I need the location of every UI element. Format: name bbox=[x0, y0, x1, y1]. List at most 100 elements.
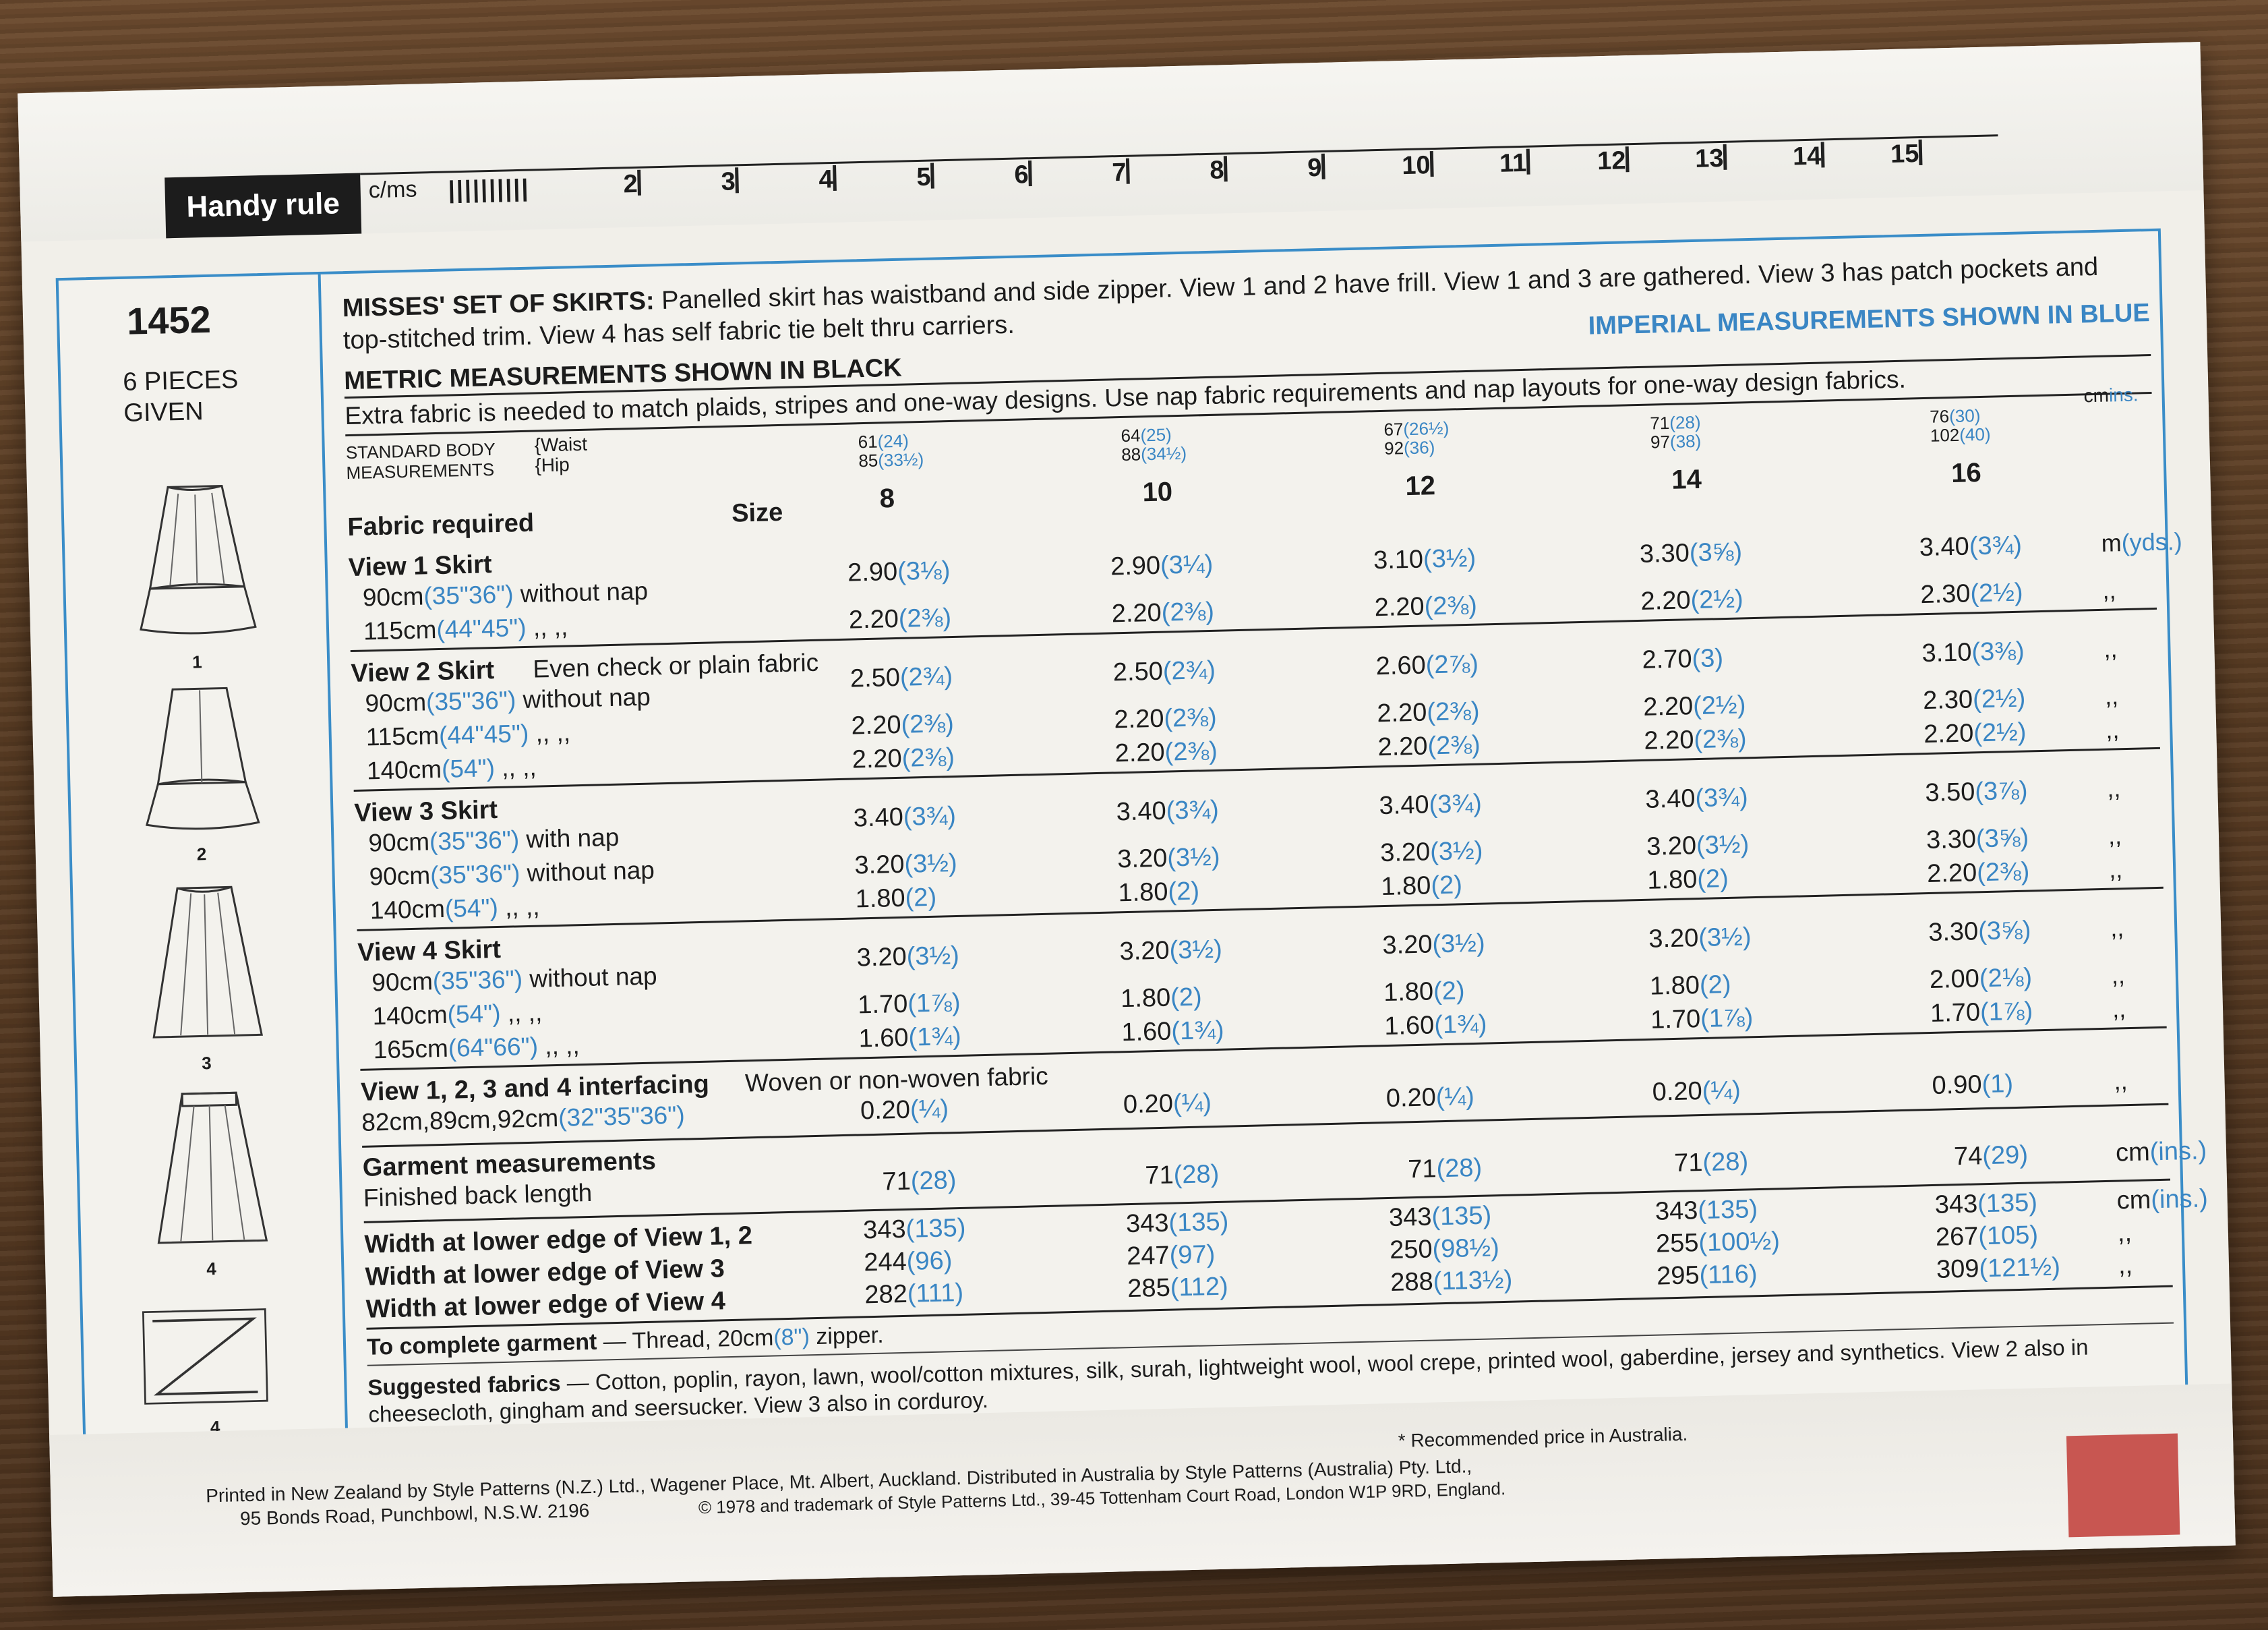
ruler-tick: 11 bbox=[1499, 148, 1527, 178]
lower-edge-value-imperial: (111) bbox=[907, 1278, 964, 1308]
unit-in: (ins.) bbox=[2150, 1184, 2209, 1215]
back-length-value: 71(28) bbox=[1674, 1147, 1749, 1178]
fabric-required-label: Fabric required bbox=[347, 508, 535, 542]
fabric-amount-metric: 3.20 bbox=[1379, 838, 1431, 868]
fabric-amount: 1.80(2) bbox=[855, 883, 936, 914]
fabric-width-in: (44"45") bbox=[436, 613, 527, 644]
hip-value: 88(34½) bbox=[1121, 443, 1187, 465]
fabric-amount: 1.80(2) bbox=[1381, 871, 1462, 902]
fabric-amount: 1.80(2) bbox=[1650, 970, 1731, 1001]
fabric-width-label: 140cm(54") ,, ,, bbox=[369, 893, 540, 925]
fabric-width-in: (54") bbox=[441, 754, 496, 783]
hip-value-imperial: (34½) bbox=[1140, 442, 1187, 465]
fabric-amount-metric: 3.20 bbox=[1119, 936, 1170, 966]
fabric-amount-metric: 1.60 bbox=[1383, 1011, 1435, 1041]
fabric-amount-imperial: (3¾) bbox=[1429, 789, 1483, 819]
unit-label: cm(ins.) bbox=[2116, 1184, 2208, 1215]
ditto-mark: ,, bbox=[2108, 855, 2123, 883]
fabric-amount-metric: 1.80 bbox=[1118, 877, 1169, 908]
fabric-width-in: (35"36") bbox=[429, 859, 520, 890]
fabric-amount-imperial: (3½) bbox=[1698, 923, 1752, 953]
fabric-amount-imperial: (3⅛) bbox=[897, 556, 951, 586]
imperial-note: IMPERIAL MEASUREMENTS SHOWN IN BLUE bbox=[1588, 299, 2151, 341]
fabric-amount-metric: 2.20 bbox=[1923, 719, 1974, 749]
lower-edge-value-imperial: (135) bbox=[1977, 1188, 2038, 1219]
fabric-amount-imperial: (2⅜) bbox=[901, 743, 955, 773]
fabric-amount-imperial: (2) bbox=[905, 883, 937, 912]
fabric-amount-imperial: (2) bbox=[1168, 877, 1200, 906]
fabric-width-cm: 115cm bbox=[365, 721, 440, 751]
interfacing-amount-metric: 0.90 bbox=[1932, 1070, 1983, 1100]
fabric-amount: 2.20(2½) bbox=[1643, 691, 1746, 722]
hip-value-metric: 102 bbox=[1930, 424, 1960, 446]
lower-edge-label: Width at lower edge of View 4 bbox=[365, 1287, 726, 1324]
complete-text-in: (8") bbox=[773, 1324, 810, 1351]
fabric-amount-imperial: (1¾) bbox=[1170, 1016, 1225, 1046]
lower-edge-value-imperial: (135) bbox=[1168, 1207, 1229, 1238]
fabric-amount-imperial: (2½) bbox=[1969, 578, 2024, 608]
back-length-value: 71(28) bbox=[1408, 1154, 1483, 1185]
fabric-amount: 2.20(2⅜) bbox=[1111, 598, 1214, 629]
lower-edge-value-imperial: (98½) bbox=[1432, 1233, 1500, 1264]
ditto-mark: ,, bbox=[2112, 995, 2126, 1023]
fabric-amount-imperial: (3¾) bbox=[903, 801, 957, 832]
hip-value: 97(38) bbox=[1650, 431, 1702, 453]
fabric-width-label: 90cm(35"36") without nap bbox=[365, 683, 651, 718]
standard-body-label: STANDARD BODY MEASUREMENTS bbox=[346, 439, 496, 483]
fabric-amount: 3.20(3½) bbox=[1648, 923, 1752, 954]
lower-edge-value-imperial: (135) bbox=[1697, 1195, 1758, 1225]
fabric-amount-metric: 1.70 bbox=[1930, 998, 1981, 1028]
view-number-label: 4 bbox=[206, 1258, 217, 1279]
hip-value: 102(40) bbox=[1930, 424, 1991, 446]
unit-label: ,, bbox=[2106, 716, 2120, 744]
fabric-amount: 2.60(2⅞) bbox=[1375, 650, 1479, 682]
back-length-value-imperial: (28) bbox=[1436, 1153, 1483, 1184]
complete-text: — Thread, 20cm bbox=[596, 1325, 774, 1355]
size-number: 12 bbox=[1404, 471, 1436, 502]
interfacing-amount: 0.20(¼) bbox=[1385, 1082, 1474, 1113]
interfacing-amount-metric: 0.20 bbox=[1652, 1077, 1703, 1107]
fabric-width-cm: 140cm bbox=[366, 755, 442, 785]
section-divider bbox=[357, 886, 2163, 931]
lower-edge-value-metric: 250 bbox=[1389, 1235, 1433, 1264]
fabric-amount: 2.20(2½) bbox=[1640, 585, 1743, 616]
fabric-amount: 3.30(3⅝) bbox=[1639, 537, 1742, 569]
fabric-amount-imperial: (3¾) bbox=[1969, 531, 2023, 561]
fabric-amount-metric: 2.20 bbox=[1926, 858, 1977, 889]
unit-yds: (yds.) bbox=[2121, 527, 2183, 557]
lower-edge-value: 250(98½) bbox=[1390, 1233, 1500, 1265]
unit-cm: cm bbox=[2116, 1186, 2151, 1215]
unit-label: ,, bbox=[2111, 961, 2125, 989]
fabric-amount: 2.20(2⅜) bbox=[1114, 703, 1217, 735]
fabric-amount: 3.40(3¾) bbox=[1645, 783, 1748, 815]
waist-value-metric: 71 bbox=[1650, 412, 1670, 434]
ruler-tick: 7 bbox=[1111, 158, 1127, 187]
view-2-skirt-sketch bbox=[145, 687, 260, 830]
ruler-tick: 13 bbox=[1694, 144, 1724, 173]
complete-label: To complete garment bbox=[366, 1329, 597, 1360]
fabric-amount: 1.80(2) bbox=[1647, 865, 1729, 896]
nap-type: ,, ,, bbox=[498, 892, 540, 921]
fabric-width-label: 140cm(54") ,, ,, bbox=[367, 753, 537, 786]
price-note: * Recommended price in Australia. bbox=[1398, 1423, 1688, 1451]
ditto-mark: ,, bbox=[2118, 1251, 2133, 1280]
fabric-amount: 3.40(3¾) bbox=[1379, 790, 1482, 821]
ruler-tick: 8 bbox=[1209, 156, 1224, 185]
fabric-amount-metric: 2.60 bbox=[1375, 651, 1427, 681]
lower-edge-value: 247(97) bbox=[1127, 1240, 1216, 1271]
hip-value-imperial: (40) bbox=[1959, 424, 1991, 445]
waist-value-imperial: (24) bbox=[877, 430, 909, 452]
ditto-mark: ,, bbox=[2108, 821, 2122, 850]
fabric-amount-imperial: (2½) bbox=[1973, 718, 2027, 748]
fabric-amount-imperial: (1⅞) bbox=[907, 988, 961, 1018]
fabric-amount-metric: 1.70 bbox=[1650, 1005, 1701, 1035]
fabric-amount: 2.30(2½) bbox=[1920, 579, 2023, 610]
fabric-amount-imperial: (2⅞) bbox=[1425, 649, 1479, 680]
fabric-amount: 2.20(2⅜) bbox=[1644, 724, 1747, 756]
unit-label: ,, bbox=[2107, 774, 2121, 803]
fabric-width-label: 90cm(35"36") without nap bbox=[371, 962, 657, 997]
back-length-value-metric: 71 bbox=[1144, 1161, 1174, 1190]
waist-value-imperial: (28) bbox=[1669, 411, 1701, 433]
lower-edge-value: 343(135) bbox=[1654, 1195, 1758, 1227]
nap-type: ,, ,, bbox=[526, 612, 568, 641]
